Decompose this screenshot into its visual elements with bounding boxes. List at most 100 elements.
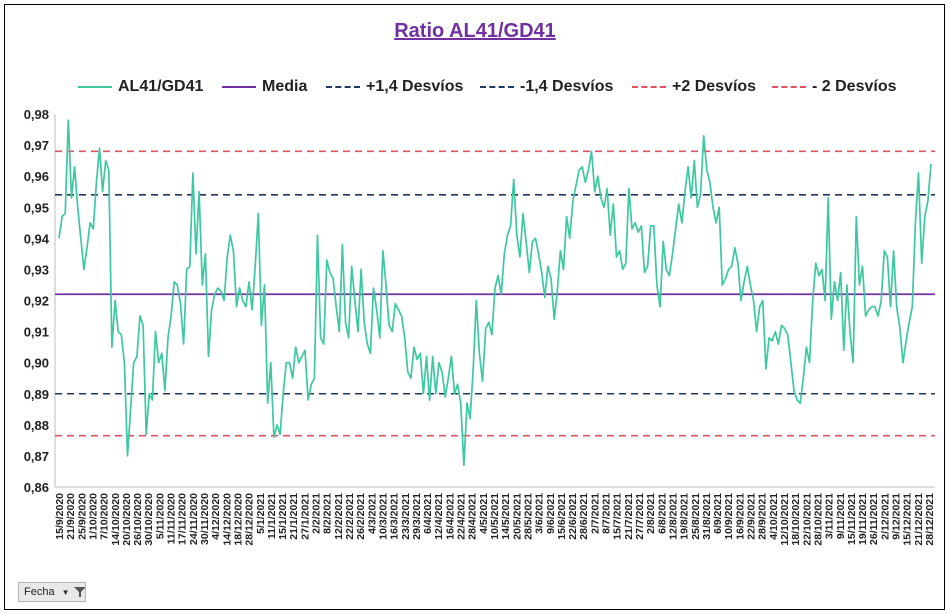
x-tick-label: 21/1/2021 <box>288 493 300 540</box>
x-tick-label: 2/8/2021 <box>645 493 657 534</box>
legend-swatch-plus2 <box>632 86 666 88</box>
x-tick-label: 16/3/2021 <box>389 493 401 540</box>
legend-swatch-media <box>222 86 256 88</box>
y-tick-label: 0,93 <box>24 262 49 277</box>
x-tick-label: 21/7/2021 <box>623 493 635 540</box>
x-tick-label: 10/3/2021 <box>378 493 390 540</box>
x-tick-label: 28/4/2021 <box>467 493 479 540</box>
x-tick-label: 6/9/2021 <box>712 493 724 534</box>
x-tick-label: 21/12/2021 <box>913 493 925 546</box>
x-tick-label: 28/10/2021 <box>813 493 825 546</box>
legend: AL41/GD41 Media +1,4 Desvíos -1,4 Desvío… <box>0 76 950 98</box>
legend-label-series: AL41/GD41 <box>118 78 204 95</box>
x-tick-label: 3/6/2021 <box>534 493 546 534</box>
fecha-filter-label: Fecha <box>24 586 55 598</box>
x-tick-label: 14/12/2020 <box>221 493 233 546</box>
x-tick-label: 30/10/2020 <box>143 493 155 546</box>
legend-swatch-series <box>78 86 112 88</box>
x-tick-label: 2/7/2021 <box>589 493 601 534</box>
x-tick-label: 26/11/2021 <box>868 493 880 545</box>
legend-swatch-minus2 <box>772 86 806 88</box>
legend-item-media: Media <box>222 76 307 98</box>
x-tick-label: 5/1/2021 <box>255 493 267 534</box>
x-tick-label: 20/5/2021 <box>511 493 523 540</box>
x-tick-label: 19/11/2021 <box>857 493 869 545</box>
x-tick-label: 20/10/2020 <box>121 493 133 546</box>
x-tick-label: 22/4/2021 <box>456 493 468 540</box>
x-tick-label: 9/11/2021 <box>835 493 847 539</box>
y-tick-label: 0,92 <box>24 294 49 309</box>
x-tick-label: 15/11/2021 <box>846 493 858 545</box>
x-tick-label: 11/11/2020 <box>166 493 178 545</box>
x-tick-label: 12/2/2021 <box>333 493 345 540</box>
legend-label-media: Media <box>262 78 308 95</box>
x-tick-label: 28/12/2020 <box>244 493 256 546</box>
x-tick-label: 28/6/2021 <box>578 493 590 540</box>
x-tick-label: 18/12/2020 <box>233 493 245 546</box>
y-tick-label: 0,89 <box>24 387 49 402</box>
x-tick-label: 22/10/2021 <box>801 493 813 546</box>
legend-label-minus2: - 2 Desvíos <box>812 78 897 95</box>
chart-frame <box>4 4 945 610</box>
x-tick-label: 22/6/2021 <box>567 493 579 540</box>
x-tick-label: 27/7/2021 <box>634 493 646 540</box>
legend-item-plus14: +1,4 Desvíos <box>326 76 463 98</box>
y-tick-label: 0,87 <box>24 449 49 464</box>
y-tick-label: 0,90 <box>24 356 49 371</box>
x-tick-label: 31/8/2021 <box>701 493 713 540</box>
x-tick-label: 4/5/2021 <box>478 493 490 534</box>
x-tick-label: 14/5/2021 <box>500 493 512 540</box>
x-tick-label: 10/9/2021 <box>723 493 735 540</box>
y-tick-label: 0,98 <box>24 107 49 122</box>
x-tick-label: 5/11/2020 <box>154 493 166 539</box>
x-tick-label: 11/1/2021 <box>266 493 278 539</box>
x-tick-label: 16/9/2021 <box>734 493 746 540</box>
x-tick-label: 21/9/2020 <box>65 493 77 540</box>
x-tick-label: 15/1/2021 <box>277 493 289 540</box>
legend-label-plus14: +1,4 Desvíos <box>366 78 464 95</box>
y-tick-label: 0,96 <box>24 169 49 184</box>
x-tick-label: 6/8/2021 <box>656 493 668 534</box>
y-tick-label: 0,95 <box>24 200 49 215</box>
legend-label-plus2: +2 Desvíos <box>672 78 757 95</box>
x-tick-label: 15/7/2021 <box>612 493 624 540</box>
y-tick-label: 0,86 <box>24 480 49 495</box>
x-tick-label: 28/5/2021 <box>523 493 535 540</box>
x-tick-label: 16/4/2021 <box>444 493 456 540</box>
x-tick-label: 15/6/2021 <box>556 493 568 540</box>
x-tick-label: 4/12/2020 <box>210 493 222 540</box>
x-tick-label: 7/10/2020 <box>99 493 111 540</box>
x-tick-label: 6/4/2021 <box>422 493 434 534</box>
x-tick-label: 2/12/2021 <box>879 493 891 540</box>
chart-title: Ratio AL41/GD41 <box>394 20 556 42</box>
filter-funnel-icon <box>73 587 85 597</box>
y-tick-label: 0,91 <box>24 325 49 340</box>
x-tick-label: 12/4/2021 <box>433 493 445 540</box>
x-tick-label: 14/10/2020 <box>110 493 122 546</box>
x-tick-label: 27/1/2021 <box>299 493 311 540</box>
x-tick-label: 25/9/2020 <box>76 493 88 540</box>
legend-item-minus14: -1,4 Desvíos <box>480 76 613 98</box>
y-tick-label: 0,88 <box>24 418 49 433</box>
x-tick-label: 22/2/2021 <box>344 493 356 540</box>
x-tick-label: 26/2/2021 <box>355 493 367 540</box>
dropdown-arrow-icon: ▼ <box>61 587 70 597</box>
x-tick-label: 22/9/2021 <box>746 493 758 540</box>
legend-item-minus2: - 2 Desvíos <box>772 76 896 98</box>
x-tick-label: 23/3/2021 <box>400 493 412 540</box>
x-tick-label: 15/9/2020 <box>54 493 66 540</box>
x-tick-label: 18/10/2021 <box>790 493 802 546</box>
x-tick-label: 25/8/2021 <box>690 493 702 540</box>
x-tick-label: 12/10/2021 <box>779 493 791 546</box>
x-tick-label: 26/10/2020 <box>132 493 144 546</box>
legend-swatch-plus14 <box>326 86 360 88</box>
x-tick-label: 24/11/2020 <box>188 493 200 545</box>
x-tick-label: 3/11/2021 <box>824 493 836 539</box>
x-tick-label: 4/10/2021 <box>768 493 780 540</box>
x-tick-label: 28/12/2021 <box>924 493 936 546</box>
fecha-filter-button[interactable]: Fecha ▼ <box>18 582 86 602</box>
x-tick-label: 17/11/2020 <box>177 493 189 545</box>
x-tick-label: 9/6/2021 <box>545 493 557 534</box>
x-tick-label: 19/8/2021 <box>679 493 691 540</box>
y-tick-label: 0,97 <box>24 138 49 153</box>
